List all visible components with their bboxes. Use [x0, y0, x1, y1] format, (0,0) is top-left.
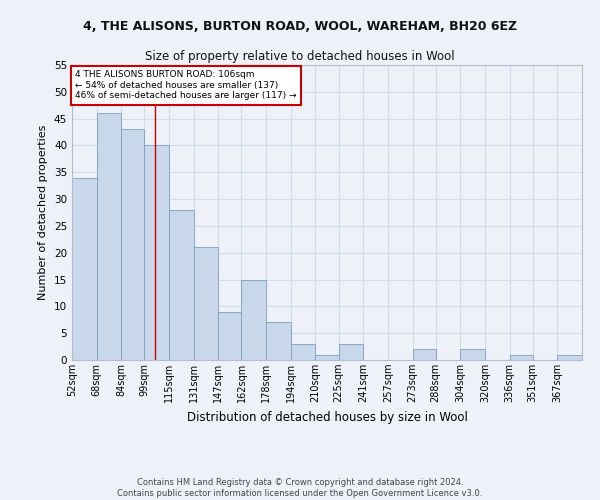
Bar	[169, 210, 194, 360]
Bar	[291, 344, 316, 360]
Text: 4 THE ALISONS BURTON ROAD: 106sqm
← 54% of detached houses are smaller (137)
46%: 4 THE ALISONS BURTON ROAD: 106sqm ← 54% …	[75, 70, 296, 100]
X-axis label: Distribution of detached houses by size in Wool: Distribution of detached houses by size …	[187, 410, 467, 424]
Bar	[97, 114, 121, 360]
Bar	[145, 146, 169, 360]
Y-axis label: Number of detached properties: Number of detached properties	[38, 125, 49, 300]
Bar	[509, 354, 533, 360]
Bar	[460, 350, 485, 360]
Text: 4, THE ALISONS, BURTON ROAD, WOOL, WAREHAM, BH20 6EZ: 4, THE ALISONS, BURTON ROAD, WOOL, WAREH…	[83, 20, 517, 33]
Text: Contains HM Land Registry data © Crown copyright and database right 2024.
Contai: Contains HM Land Registry data © Crown c…	[118, 478, 482, 498]
Bar	[194, 248, 218, 360]
Text: Size of property relative to detached houses in Wool: Size of property relative to detached ho…	[145, 50, 455, 63]
Bar	[413, 350, 436, 360]
Bar	[316, 354, 338, 360]
Bar	[218, 312, 241, 360]
Bar	[72, 178, 97, 360]
Bar	[266, 322, 291, 360]
Bar	[121, 130, 145, 360]
Bar	[557, 354, 582, 360]
Bar	[338, 344, 363, 360]
Bar	[241, 280, 266, 360]
